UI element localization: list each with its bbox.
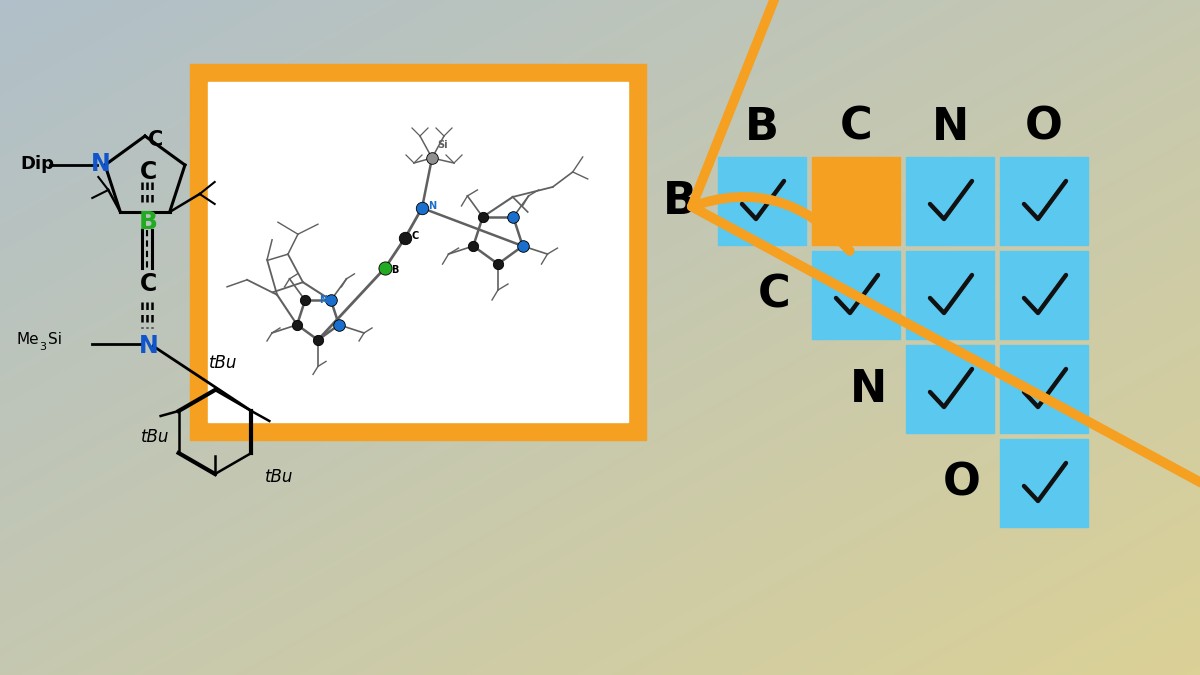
Text: N: N bbox=[428, 201, 436, 211]
Text: tBu: tBu bbox=[209, 354, 238, 372]
Text: O: O bbox=[1025, 105, 1063, 148]
Text: B: B bbox=[745, 105, 779, 148]
Text: Dip: Dip bbox=[20, 155, 54, 173]
Text: N: N bbox=[319, 295, 328, 305]
Point bbox=[288, 319, 307, 330]
Point bbox=[376, 263, 395, 273]
Text: N: N bbox=[850, 367, 887, 410]
Bar bbox=[812, 251, 900, 339]
Text: C: C bbox=[140, 272, 157, 296]
Text: Si: Si bbox=[437, 140, 448, 150]
Point bbox=[422, 153, 442, 163]
Text: Me: Me bbox=[17, 333, 40, 348]
Bar bbox=[1000, 157, 1088, 245]
Point bbox=[504, 211, 523, 222]
Point bbox=[504, 211, 523, 222]
Text: 3: 3 bbox=[38, 342, 46, 352]
Bar bbox=[208, 82, 628, 422]
Bar bbox=[1000, 345, 1088, 433]
Bar bbox=[190, 64, 646, 440]
Point bbox=[329, 319, 348, 330]
Point bbox=[322, 295, 341, 306]
Text: C: C bbox=[148, 130, 163, 150]
Text: C: C bbox=[140, 160, 157, 184]
Text: O: O bbox=[943, 462, 980, 504]
Bar bbox=[1000, 251, 1088, 339]
Point bbox=[473, 211, 492, 222]
FancyArrowPatch shape bbox=[691, 0, 1200, 653]
Text: N: N bbox=[91, 152, 110, 176]
Bar bbox=[812, 157, 900, 245]
Bar bbox=[906, 345, 994, 433]
Text: B: B bbox=[139, 210, 158, 234]
Text: Si: Si bbox=[48, 333, 62, 348]
Point bbox=[463, 240, 482, 251]
Point bbox=[514, 240, 533, 251]
Text: B: B bbox=[662, 180, 697, 223]
Point bbox=[514, 240, 533, 251]
Text: C: C bbox=[757, 273, 791, 317]
Bar bbox=[906, 157, 994, 245]
Point bbox=[322, 295, 341, 306]
Text: C: C bbox=[410, 231, 419, 241]
Text: tBu: tBu bbox=[265, 468, 293, 486]
Bar bbox=[906, 251, 994, 339]
Point bbox=[488, 259, 508, 269]
Text: N: N bbox=[931, 105, 968, 148]
Point bbox=[295, 295, 314, 306]
Point bbox=[413, 202, 432, 213]
Text: C: C bbox=[840, 105, 872, 148]
Text: N: N bbox=[139, 334, 158, 358]
Text: tBu: tBu bbox=[142, 428, 169, 446]
Text: B: B bbox=[391, 265, 398, 275]
Point bbox=[396, 233, 415, 244]
Bar bbox=[1000, 439, 1088, 527]
Bar bbox=[718, 157, 806, 245]
Point bbox=[329, 319, 348, 330]
Point bbox=[308, 335, 328, 346]
